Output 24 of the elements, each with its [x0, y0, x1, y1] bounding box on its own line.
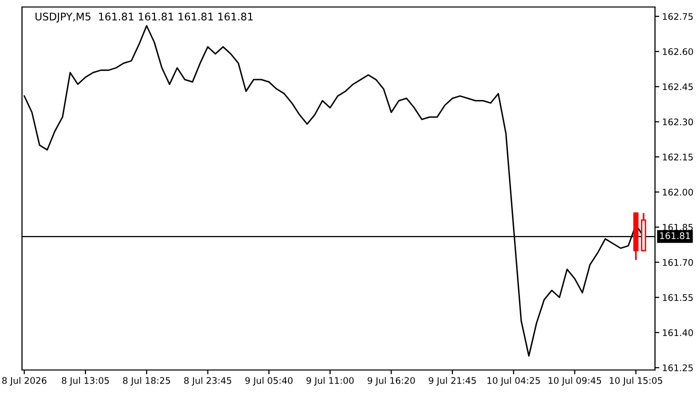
x-tick-label: 8 Jul 2026 [2, 376, 46, 386]
x-tick-label: 9 Jul 16:20 [368, 376, 415, 386]
x-tick-label: 8 Jul 23:45 [184, 376, 232, 386]
x-tick-label: 9 Jul 05:40 [245, 376, 293, 386]
y-tick-label: 162.75 [662, 13, 693, 20]
x-tick-label: 9 Jul 11:00 [306, 376, 354, 386]
x-tick-label: 10 Jul 04:25 [487, 376, 540, 386]
y-tick-label: 161.85 [662, 224, 693, 231]
text: USDJPY,M5 161.81 161.81 161.81 161.81 [36, 12, 253, 22]
x-tick-label: 9 Jul 21:45 [428, 376, 476, 386]
y-tick-label: 162.15 [662, 154, 693, 160]
x-tick-label: 10 Jul 09:45 [548, 376, 602, 386]
x-tick-label: 8 Jul 13:05 [62, 376, 109, 386]
y-tick-label: 162.45 [662, 83, 693, 90]
x-tick-label: 8 Jul 18:25 [123, 376, 170, 386]
y-tick-label: 161.40 [662, 329, 693, 336]
x-tick-label: 10 Jul 15:05 [610, 376, 662, 386]
y-tick-label: 162.60 [662, 48, 693, 56]
ref-line-label: 161.81 [660, 232, 690, 240]
y-tick-label: 162.30 [662, 118, 693, 126]
y-tick-label: 161.25 [662, 364, 693, 372]
y-tick-label: 162.00 [662, 188, 693, 196]
y-tick-label: 161.70 [662, 259, 693, 266]
y-tick-label: 161.55 [662, 294, 693, 301]
